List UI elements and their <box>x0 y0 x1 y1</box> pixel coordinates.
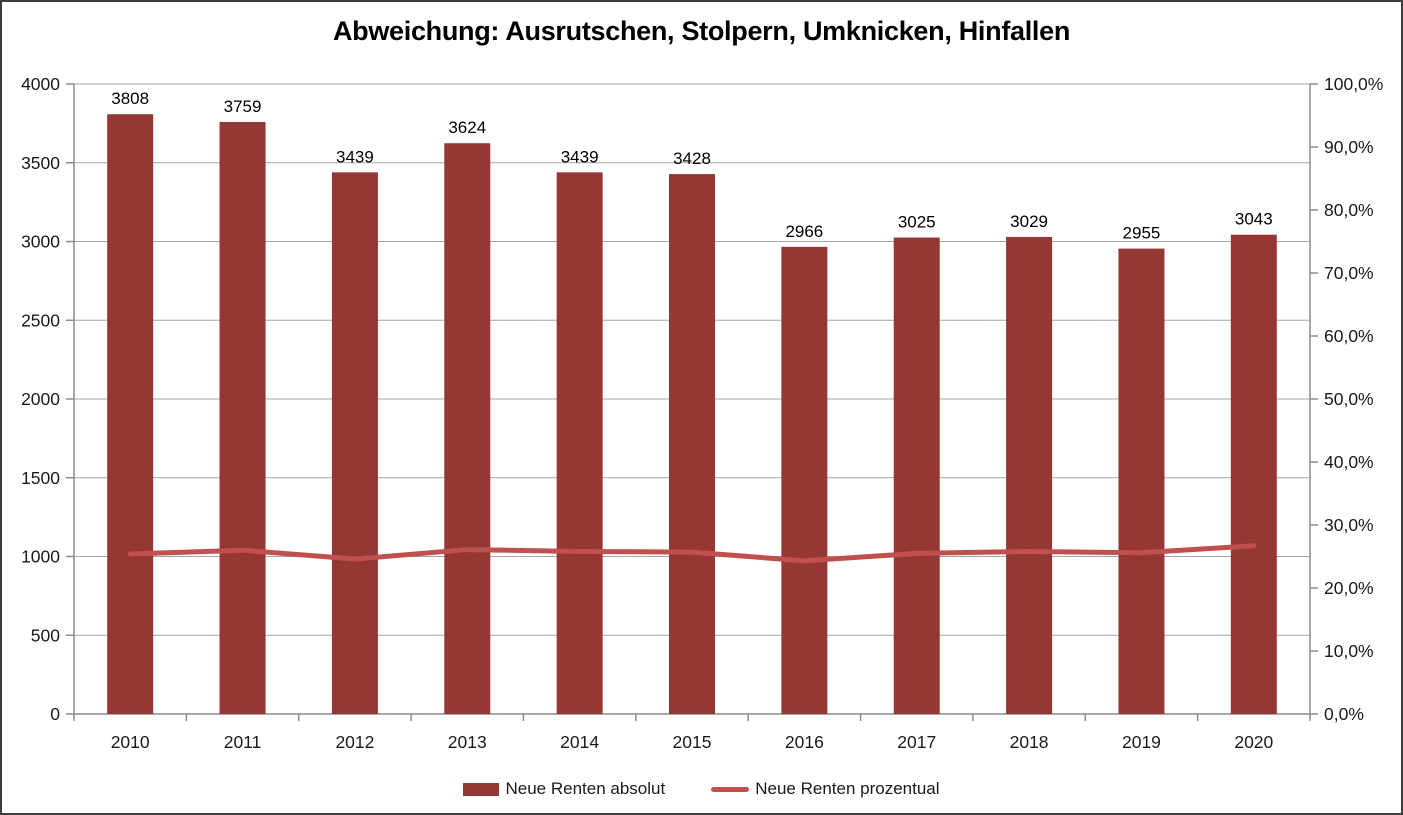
bar-data-label: 3428 <box>673 149 711 168</box>
x-axis-category-label: 2016 <box>785 732 824 752</box>
bar <box>1118 248 1165 714</box>
legend-bar-label: Neue Renten absolut <box>505 779 666 798</box>
bar-data-label: 3624 <box>448 118 486 137</box>
bar <box>556 172 603 715</box>
bar-data-label: 3439 <box>561 147 599 166</box>
bar <box>1230 234 1277 715</box>
right-axis-tick-label: 10,0% <box>1324 641 1374 661</box>
right-axis-tick-label: 30,0% <box>1324 515 1374 535</box>
left-axis-tick-label: 2500 <box>21 310 60 330</box>
legend-item-bar-series: Neue Renten absolut <box>463 779 665 799</box>
percentage-line <box>127 543 1257 564</box>
right-axis-tick-label: 50,0% <box>1324 389 1374 409</box>
x-axis-category-label: 2018 <box>1010 732 1049 752</box>
x-axis-category-label: 2020 <box>1234 732 1273 752</box>
bar-data-label: 3759 <box>224 97 262 116</box>
right-axis-tick-label: 20,0% <box>1324 578 1374 598</box>
left-axis-tick-label: 3000 <box>21 232 60 252</box>
chart-title: Abweichung: Ausrutschen, Stolpern, Umkni… <box>332 16 1071 46</box>
bar <box>444 143 491 715</box>
right-axis-tick-label: 80,0% <box>1324 200 1374 220</box>
x-axis-category-label: 2014 <box>560 732 599 752</box>
line-series-swatch-icon <box>711 786 750 792</box>
bar-data-label: 3025 <box>898 213 936 232</box>
bar <box>781 246 828 715</box>
right-axis-tick-label: 90,0% <box>1324 137 1374 157</box>
bar <box>669 174 715 715</box>
bar-series-swatch-icon <box>463 782 500 796</box>
left-axis-tick-label: 0 <box>50 704 60 724</box>
right-axis-tick-label: 100,0% <box>1324 74 1383 94</box>
bar-data-label: 2966 <box>785 222 823 241</box>
right-axis-tick-label: 0,0% <box>1324 704 1364 724</box>
left-axis-tick-label: 500 <box>31 625 60 645</box>
legend-item-line-series: Neue Renten prozentual <box>711 779 940 799</box>
right-axis-tick-label: 40,0% <box>1324 452 1374 472</box>
left-axis-tick-label: 1500 <box>21 468 60 488</box>
bar-data-label: 3043 <box>1235 210 1273 229</box>
left-axis-tick-label: 3500 <box>21 153 60 173</box>
x-axis-category-label: 2012 <box>335 732 374 752</box>
x-axis-category-label: 2013 <box>448 732 487 752</box>
x-axis-category-label: 2015 <box>673 732 712 752</box>
bar <box>331 172 378 715</box>
bar-data-label: 3029 <box>1010 212 1048 231</box>
bar <box>893 237 940 714</box>
bar <box>1006 236 1053 714</box>
bar-data-label: 3439 <box>336 147 374 166</box>
bar-data-label: 3808 <box>111 89 149 108</box>
right-axis-tick-label: 70,0% <box>1324 263 1374 283</box>
left-axis-tick-label: 1000 <box>21 547 60 567</box>
x-axis-category-label: 2010 <box>111 732 150 752</box>
bar <box>107 114 154 715</box>
bar <box>219 121 266 714</box>
legend: Neue Renten absolut Neue Renten prozentu… <box>2 779 1401 799</box>
x-axis-category-label: 2017 <box>897 732 936 752</box>
right-axis-tick-label: 60,0% <box>1324 326 1374 346</box>
left-axis-tick-label: 4000 <box>21 74 60 94</box>
legend-line-label: Neue Renten prozentual <box>755 779 940 798</box>
x-axis-category-label: 2019 <box>1122 732 1161 752</box>
x-axis-category-label: 2011 <box>224 732 262 752</box>
bar-data-label: 2955 <box>1123 224 1161 243</box>
left-axis-tick-label: 2000 <box>21 389 60 409</box>
